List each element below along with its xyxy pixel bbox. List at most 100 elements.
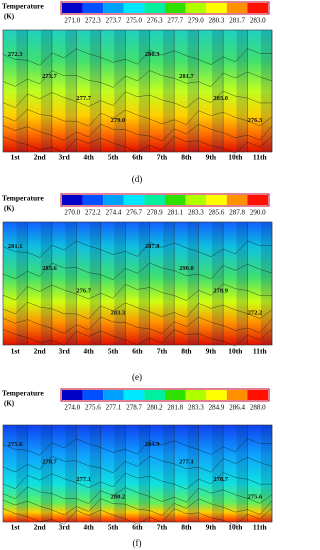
contour-label: 273.7 [42, 73, 57, 80]
column-shade [89, 222, 101, 345]
column-shade [40, 222, 52, 345]
colorbar-frame [60, 1, 270, 15]
colorbar-tick-label: 276.7 [126, 209, 142, 217]
contour-label: 277.7 [76, 95, 91, 102]
contour-label: 275.6 [248, 493, 263, 500]
column-label: 10th [228, 523, 243, 532]
contour-label: 287.8 [145, 243, 160, 250]
colorbar-swatch [144, 3, 165, 13]
contour-label: 276.3 [248, 117, 263, 124]
plot-frame [2, 424, 273, 523]
column-label: 4th [83, 523, 94, 532]
figure: Temperature (K) 271.0 272.3 273.7 275.0 276.3 2… [2, 1, 273, 548]
colorbar-tick-label: 288.0 [250, 404, 266, 412]
contour-label: 283.3 [111, 310, 126, 317]
column-shade [236, 222, 248, 345]
contour-label: 277.1 [179, 458, 194, 465]
colorbar-swatch [185, 195, 207, 205]
column-label: 3rd [59, 153, 71, 162]
column-label: 7th [157, 347, 168, 356]
colorbar-swatch [103, 390, 124, 400]
panel-caption: (e) [132, 372, 142, 382]
colorbar-swatch [144, 195, 165, 205]
colorbar-tick-label: 278.9 [147, 209, 163, 217]
contour-line [2, 240, 273, 258]
contour-label: 284.9 [145, 441, 160, 448]
legend-title: Temperature [2, 2, 44, 11]
colorbar-swatch [185, 390, 207, 400]
colorbar-tick-label: 280.2 [147, 404, 163, 412]
colorbar-tick-label: 273.7 [106, 17, 122, 25]
column-shade [260, 425, 272, 522]
column-shade [236, 425, 248, 522]
column-shade [16, 425, 28, 522]
column-shade [212, 222, 224, 345]
contour-label: 280.3 [145, 51, 160, 58]
colorbar-tick-label: 270.0 [64, 209, 80, 217]
colorbar-swatch [226, 390, 248, 400]
colorbar-swatch [206, 390, 227, 400]
colorbar-swatch [82, 390, 104, 400]
contour-line [2, 455, 273, 474]
colorbar-tick-label: 272.2 [85, 209, 101, 217]
colorbar-tick-label: 286.4 [229, 404, 245, 412]
contour-line [2, 90, 273, 109]
contour-label: 272.2 [248, 310, 263, 317]
colorbar-tick-label: 274.0 [64, 404, 80, 412]
column-label: 8th [181, 347, 192, 356]
legend-unit: (K) [4, 205, 15, 213]
colorbar-tick-label: 277.1 [106, 404, 122, 412]
contour-plot [3, 30, 272, 152]
column-shade [89, 425, 101, 522]
column-label: 9th [206, 523, 217, 532]
colorbar-tick-label: 285.6 [209, 209, 225, 217]
legend-unit: (K) [4, 13, 15, 21]
colorbar-tick-label: 281.1 [167, 209, 183, 217]
contour-plot [3, 222, 272, 345]
contour-label: 276.7 [76, 287, 91, 294]
column-label: 10th [228, 347, 243, 356]
column-label: 5th [108, 153, 119, 162]
colorbar-tick-label: 272.3 [85, 17, 101, 25]
column-label: 3rd [59, 347, 71, 356]
colorbar-tick-label: 275.0 [126, 17, 142, 25]
contour-label: 278.7 [42, 458, 57, 465]
column-label: 6th [132, 523, 143, 532]
column-shade [16, 30, 28, 152]
colorbar-tick-label: 283.3 [188, 209, 204, 217]
column-label: 9th [206, 153, 217, 162]
column-shade [114, 425, 126, 522]
column-shade [260, 222, 272, 345]
column-label: 11th [253, 153, 268, 162]
contour-label: 281.7 [179, 73, 194, 80]
column-shade [114, 222, 126, 345]
colorbar-swatch [247, 3, 268, 13]
panel-caption: (f) [133, 538, 142, 548]
colorbar-tick-label: 277.7 [167, 17, 183, 25]
column-label: 2nd [34, 523, 47, 532]
column-shade [187, 30, 199, 152]
colorbar-swatch [165, 3, 186, 13]
contour-label: 281.1 [8, 243, 23, 250]
column-shade [138, 425, 150, 522]
colorbar-tick-label: 275.6 [85, 404, 101, 412]
contour-line [2, 486, 273, 504]
contour-label: 285.6 [42, 265, 57, 272]
legend-unit: (K) [4, 400, 15, 408]
colorbar-swatch [185, 3, 207, 13]
colorbar-tick-label: 271.0 [64, 17, 80, 25]
legend-title: Temperature [2, 194, 44, 203]
colorbar-swatch [123, 3, 145, 13]
colorbar-tick-label: 281.8 [167, 404, 183, 412]
contour-line [2, 438, 273, 456]
contour-label: 277.1 [76, 476, 91, 483]
contour-label: 278.7 [213, 476, 228, 483]
colorbar-tick-label: 279.0 [188, 17, 204, 25]
plot-frame [2, 29, 273, 153]
column-shade [65, 425, 77, 522]
column-label: 1st [11, 347, 21, 356]
column-shade [163, 30, 175, 152]
column-shade [138, 30, 150, 152]
column-label: 3rd [59, 523, 71, 532]
column-label: 5th [108, 347, 119, 356]
